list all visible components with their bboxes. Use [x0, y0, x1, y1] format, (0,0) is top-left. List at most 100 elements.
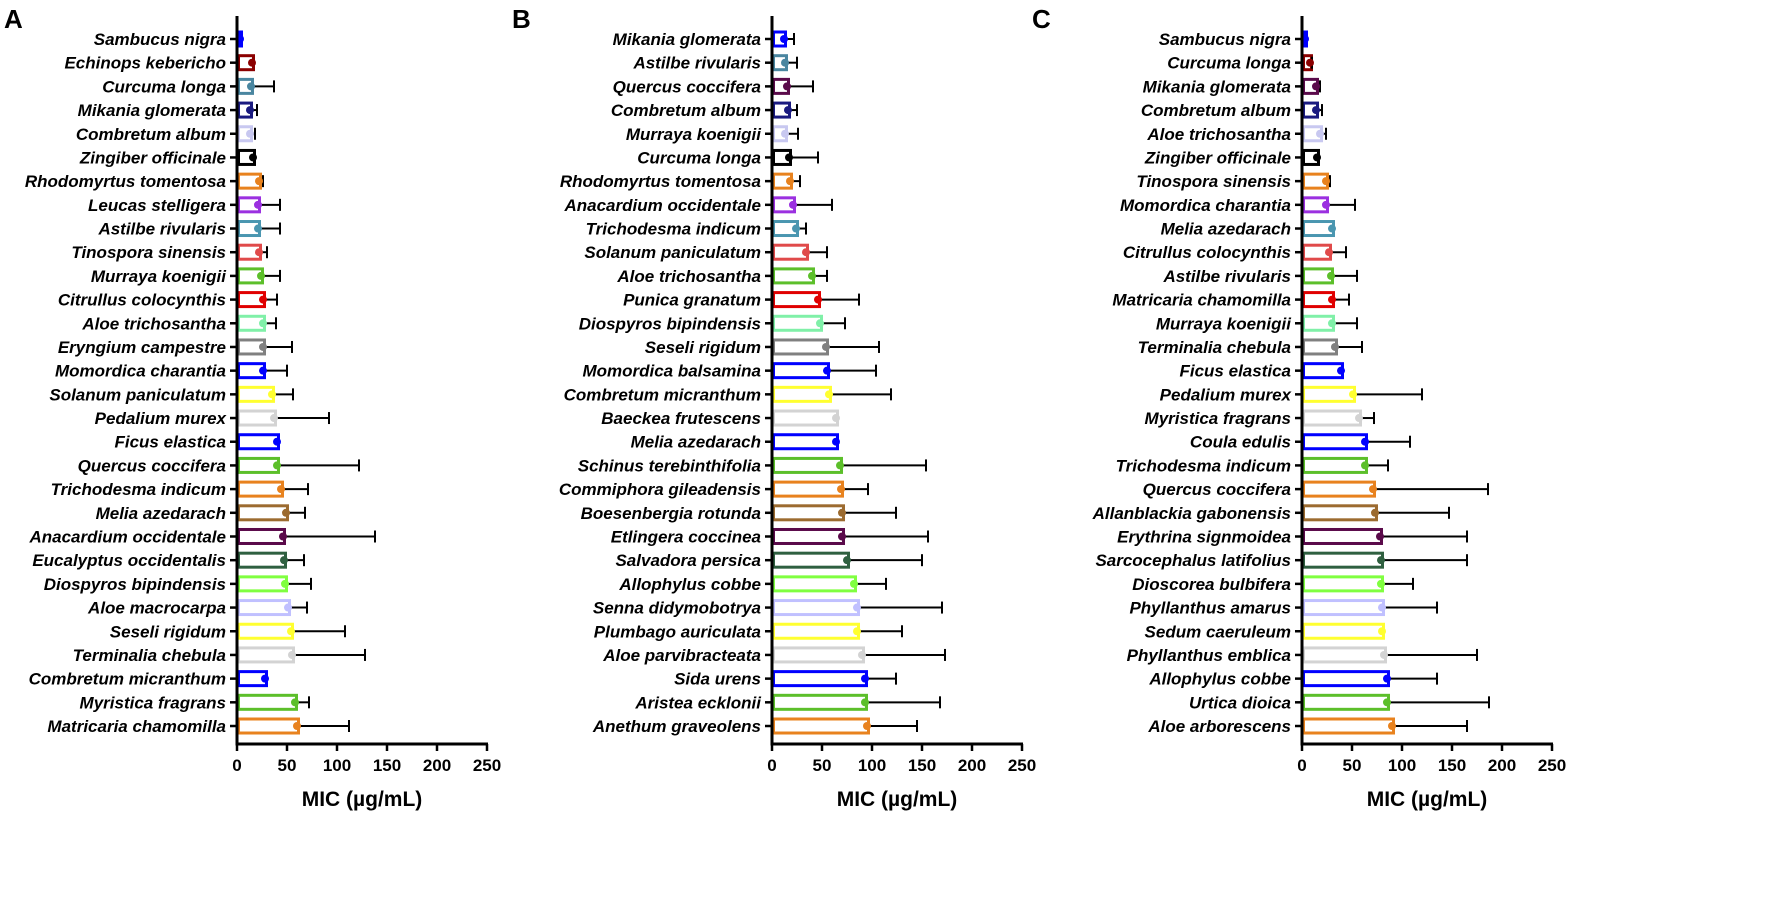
bar: [237, 622, 294, 640]
bar-group: Curcuma longa: [1167, 54, 1314, 73]
x-tick-label: 200: [423, 756, 451, 775]
bar-group: Phyllanthus amarus: [1129, 599, 1438, 618]
species-label: Astilbe rivularis: [97, 220, 226, 239]
species-label: Seseli rigidum: [645, 338, 761, 357]
species-label: Myristica fragrans: [80, 693, 226, 712]
species-label: Trichodesma indicum: [51, 480, 226, 499]
species-label: Plumbago auriculata: [594, 622, 761, 641]
panel-letter: B: [512, 4, 531, 34]
x-tick-label: 100: [1388, 756, 1416, 775]
panel-letter: A: [4, 4, 23, 34]
species-label: Momordica charantia: [55, 362, 226, 381]
bar: [1302, 433, 1368, 451]
species-label: Momordica charantia: [1120, 196, 1291, 215]
bar-group: Momordica balsamina: [582, 362, 877, 381]
species-label: Boesenbergia rotunda: [581, 504, 761, 523]
species-label: Diospyros bipindensis: [579, 314, 761, 333]
species-label: Combretum album: [611, 101, 761, 120]
bar-group: Aloe parvibracteata: [602, 646, 946, 665]
species-label: Zingiber officinale: [1144, 148, 1291, 167]
species-label: Anacardium occidentale: [563, 196, 761, 215]
bar: [772, 646, 865, 664]
x-tick-label: 0: [1297, 756, 1306, 775]
data-point: [863, 722, 871, 731]
species-label: Phyllanthus amarus: [1129, 599, 1291, 618]
bar-group: Solanum paniculatum: [49, 385, 294, 404]
bar: [772, 456, 843, 474]
bar: [237, 646, 295, 664]
bar-group: Diospyros bipindensis: [44, 575, 312, 594]
data-point: [293, 722, 301, 731]
data-point: [1312, 82, 1320, 91]
species-label: Murraya koenigii: [91, 267, 227, 286]
species-label: Astilbe rivularis: [1162, 267, 1291, 286]
bar-group: Sida urens: [674, 670, 897, 689]
bar-group: Phyllanthus emblica: [1127, 646, 1478, 665]
bar-group: Seseli rigidum: [110, 622, 346, 641]
data-point: [1378, 627, 1386, 636]
bar: [772, 314, 823, 332]
data-point: [284, 603, 292, 612]
species-label: Sambucus nigra: [1159, 30, 1291, 49]
bar-group: Mikania glomerata: [78, 101, 258, 120]
data-point: [1376, 532, 1384, 541]
data-point: [1380, 650, 1388, 659]
x-tick-label: 250: [1008, 756, 1036, 775]
bar-group: Murraya koenigii: [91, 267, 281, 286]
bar: [772, 622, 860, 640]
data-point: [1349, 390, 1357, 399]
data-point: [1383, 698, 1391, 707]
bar: [772, 409, 839, 427]
bar: [237, 717, 300, 735]
bar-group: Momordica charantia: [55, 362, 288, 381]
data-point: [832, 414, 840, 423]
data-point: [280, 556, 288, 565]
bar-group: Quercus coccifera: [613, 77, 814, 96]
species-label: Momordica balsamina: [582, 362, 761, 381]
species-label: Etlingera coccinea: [611, 527, 761, 546]
bar-group: Echinops kebericho: [64, 54, 256, 73]
bar: [237, 551, 287, 569]
bar-group: Mikania glomerata: [613, 30, 795, 49]
bar-group: Commiphora gileadensis: [559, 480, 869, 499]
data-point: [1383, 674, 1391, 683]
bar: [772, 504, 845, 522]
data-point: [781, 58, 789, 67]
bar-group: Seseli rigidum: [645, 338, 880, 357]
bar-group: Zingiber officinale: [1144, 148, 1321, 167]
data-point: [823, 366, 831, 375]
data-point: [1337, 366, 1345, 375]
species-label: Murraya koenigii: [1156, 314, 1292, 333]
data-point: [254, 224, 262, 233]
bar-group: Sambucus nigra: [94, 30, 244, 49]
x-tick-label: 200: [1488, 756, 1516, 775]
species-label: Combretum micranthum: [29, 670, 226, 689]
data-point: [1328, 319, 1336, 328]
species-label: Rhodomyrtus tomentosa: [25, 172, 226, 191]
bar-group: Zingiber officinale: [79, 148, 257, 167]
x-tick-label: 0: [767, 756, 776, 775]
bar-group: Sarcocephalus latifolius: [1095, 551, 1468, 570]
species-label: Curcuma longa: [102, 77, 226, 96]
data-point: [1388, 722, 1396, 731]
panel-letter: C: [1032, 4, 1051, 34]
data-point: [814, 295, 822, 304]
data-point: [247, 82, 255, 91]
species-label: Ficus elastica: [1179, 362, 1291, 381]
bar-group: Combretum micranthum: [29, 670, 269, 689]
species-label: Anacardium occidentale: [28, 527, 226, 546]
species-label: Tinospora sinensis: [1136, 172, 1291, 191]
x-tick-label: 200: [958, 756, 986, 775]
species-label: Trichodesma indicum: [586, 220, 761, 239]
species-label: Allophylus cobbe: [1148, 670, 1291, 689]
data-point: [784, 106, 792, 115]
bar: [1302, 693, 1390, 711]
species-label: Tinospora sinensis: [71, 243, 226, 262]
data-point: [287, 627, 295, 636]
species-label: Melia azedarach: [1161, 220, 1291, 239]
species-label: Allophylus cobbe: [618, 575, 761, 594]
bar-group: Allophylus cobbe: [618, 575, 887, 594]
bar-group: Myristica fragrans: [80, 693, 310, 712]
species-label: Combretum micranthum: [564, 385, 761, 404]
